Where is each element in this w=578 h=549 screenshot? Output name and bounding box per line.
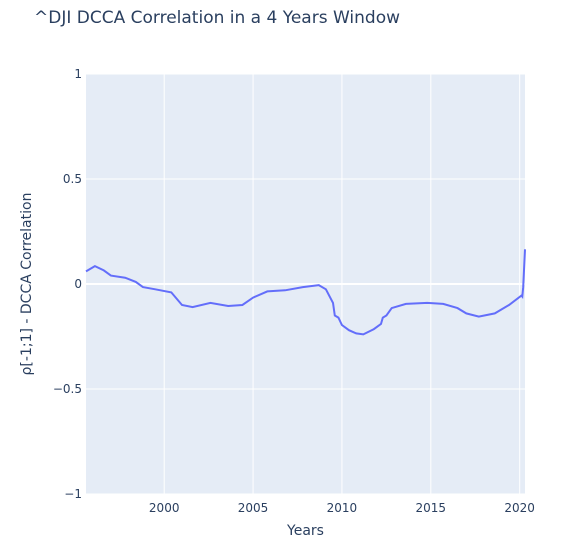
y-axis-ticks: 1 0.5 0 −0.5 −1 [53, 67, 82, 501]
y-tick-label: 0 [74, 277, 82, 291]
x-tick-label: 2000 [149, 501, 180, 515]
x-tick-label: 2010 [327, 501, 358, 515]
series-line [85, 249, 526, 336]
y-axis-title: ρ[-1;1] - DCCA Correlation [19, 193, 35, 376]
x-tick-label: 2020 [504, 501, 535, 515]
x-axis-ticks: 2000 2005 2010 2015 2020 [149, 501, 535, 515]
y-tick-label: 1 [74, 67, 82, 81]
chart-title: ^DJI DCCA Correlation in a 4 Years Windo… [34, 8, 400, 28]
x-tick-label: 2015 [416, 501, 447, 515]
x-tick-label: 2005 [238, 501, 269, 515]
gridlines [86, 73, 525, 495]
y-tick-label: −0.5 [53, 382, 82, 396]
y-tick-label: 0.5 [63, 172, 82, 186]
x-axis-title: Years [286, 523, 324, 539]
y-tick-label: −1 [64, 487, 82, 501]
